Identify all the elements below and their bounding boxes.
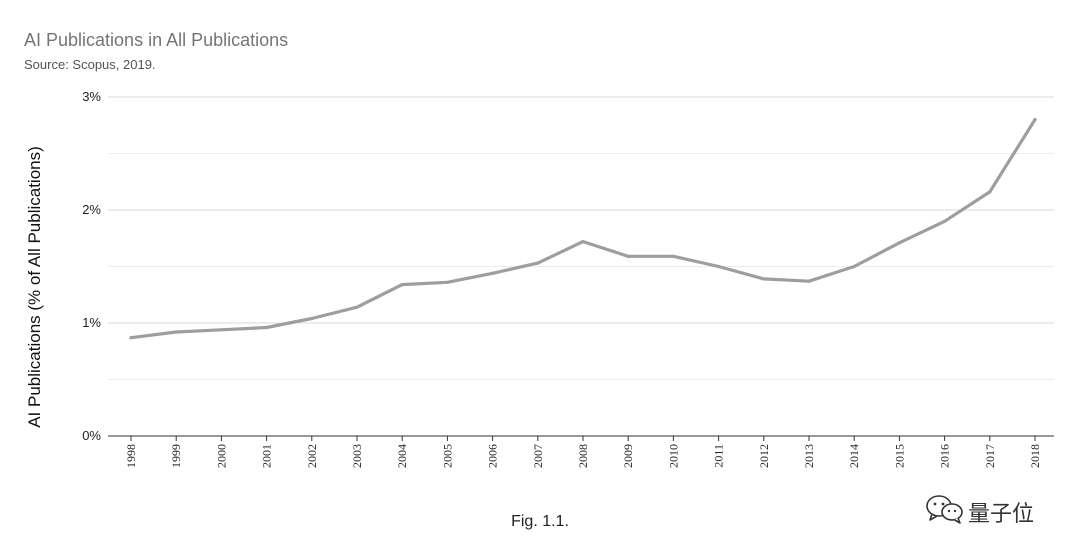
y-tick-label: 2% (82, 202, 101, 217)
y-tick-label: 0% (82, 428, 101, 443)
data-point (445, 280, 449, 284)
x-tick-label: 1999 (169, 444, 183, 468)
x-tick-label: 2007 (531, 444, 545, 468)
x-tick-label: 2002 (305, 444, 319, 468)
gridlines (108, 96, 1054, 380)
data-point (310, 316, 314, 321)
data-point (219, 328, 223, 332)
x-tick-label: 2013 (802, 444, 816, 468)
x-tick-label: 2005 (440, 444, 454, 468)
data-point (762, 277, 766, 281)
x-tick-label: 2018 (1028, 444, 1042, 468)
x-tick-label: 2017 (983, 444, 997, 468)
data-point (852, 264, 856, 269)
x-tick-label: 2010 (666, 444, 680, 468)
data-point (897, 241, 902, 245)
data-point (265, 325, 269, 330)
wechat-icon (926, 495, 963, 524)
data-point (807, 279, 811, 283)
watermark-text: 量子位 (968, 502, 1035, 527)
y-tick-label: 1% (82, 315, 101, 330)
chart-title: AI Publications in All Publications (24, 30, 289, 50)
x-tick-label: 2008 (576, 444, 590, 468)
series-line (129, 117, 1037, 340)
data-point (129, 336, 133, 340)
x-tick-label: 2016 (938, 444, 952, 468)
watermark: 量子位 (924, 492, 1054, 528)
y-axis-label: AI Publications (% of All Publications) (25, 146, 44, 428)
x-tick-label: 2012 (757, 444, 771, 468)
data-point (626, 254, 630, 258)
x-tick-label: 1998 (124, 444, 138, 468)
data-point (355, 305, 359, 309)
x-tick-label: 2011 (712, 444, 726, 468)
data-point (536, 261, 540, 265)
chart-subtitle: Source: Scopus, 2019. (24, 57, 156, 72)
data-point (174, 330, 178, 334)
x-tick-label: 2009 (621, 444, 635, 468)
data-point (717, 264, 721, 269)
x-tick-label: 2004 (395, 444, 409, 468)
data-point (491, 271, 495, 275)
axes: 0% 1% 2% 3% 1998 1999 2000 2001 2002 2003 2004 2005… (82, 89, 1054, 468)
y-axis-label-group: AI Publications (% of All Publications) (25, 146, 44, 428)
x-tick-label: 2006 (486, 444, 500, 468)
figure-caption: Fig. 1.1. (511, 513, 569, 530)
data-point (1033, 118, 1037, 122)
x-tick-label: 2001 (260, 444, 274, 468)
data-point (671, 254, 676, 258)
x-tick-label: 2000 (214, 444, 228, 468)
data-point (581, 240, 585, 244)
data-point (400, 282, 404, 287)
x-tick-label: 2003 (350, 444, 364, 468)
data-point (943, 219, 947, 223)
x-tick-label: 2015 (892, 444, 906, 468)
data-point (988, 190, 992, 194)
y-tick-label: 3% (82, 89, 101, 104)
x-tick-label: 2014 (847, 444, 861, 468)
series-layer (129, 117, 1037, 340)
